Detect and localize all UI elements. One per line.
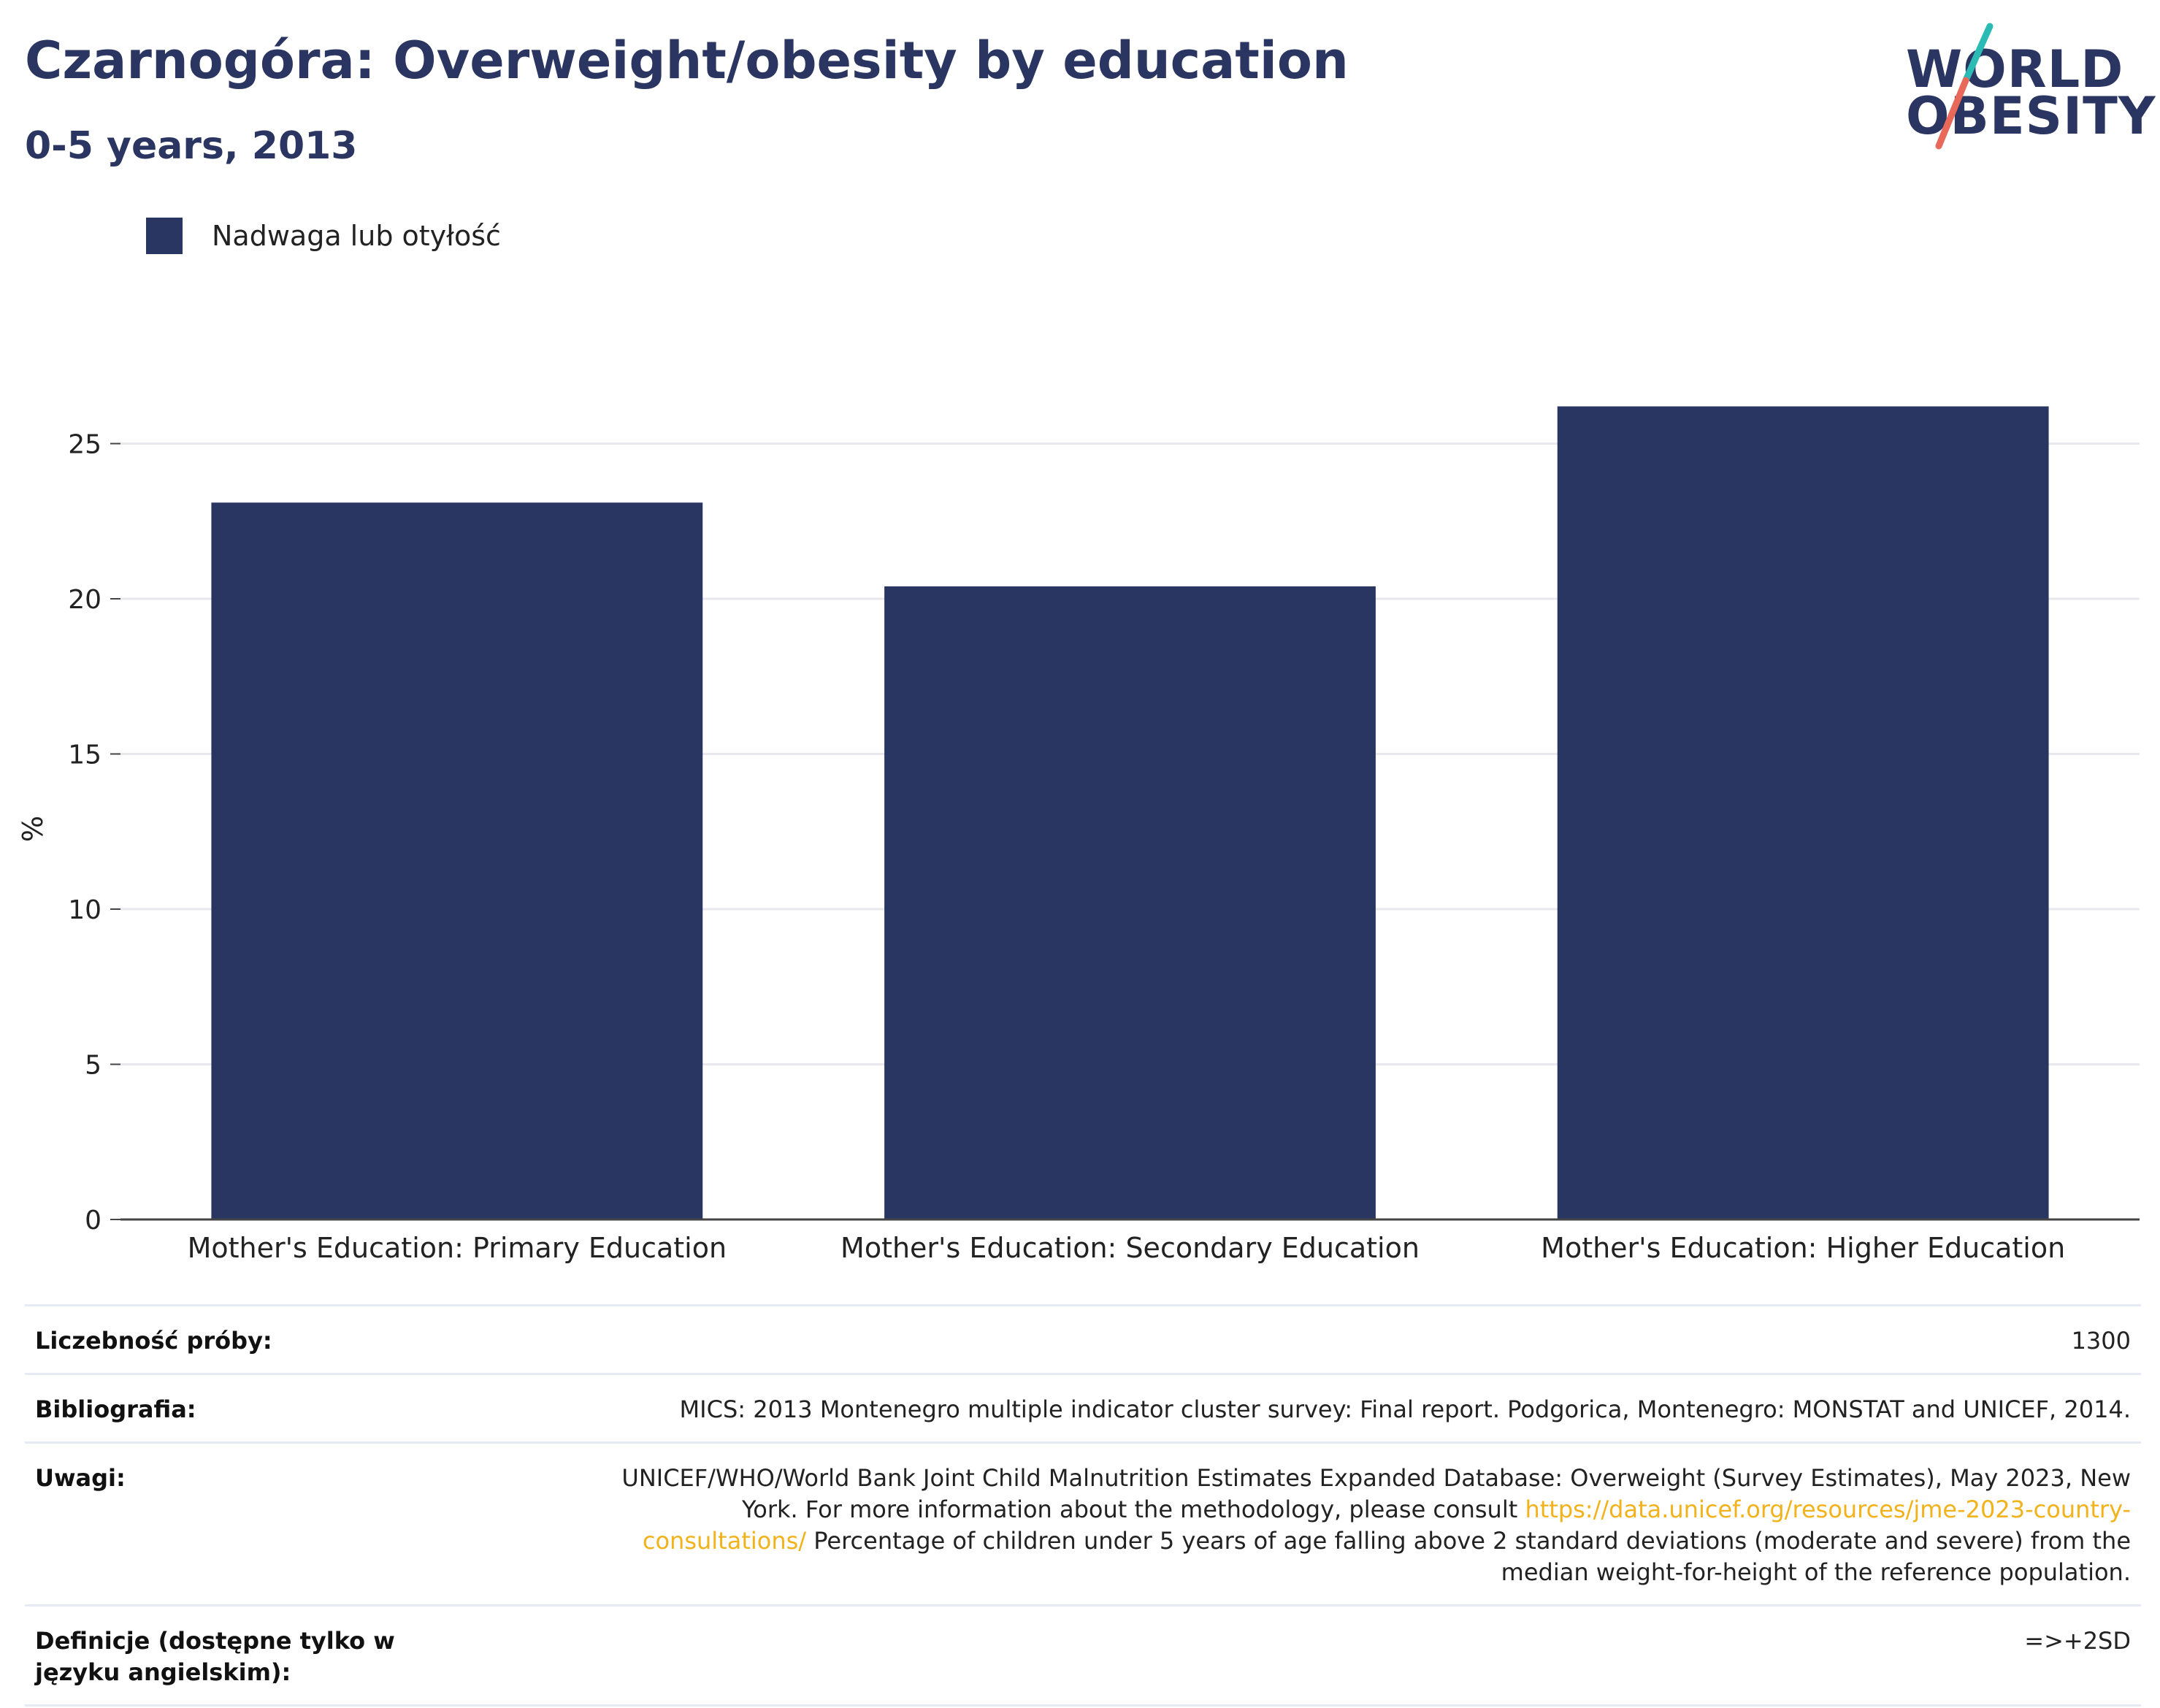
x-tick-label: Mother's Education: Secondary Education (840, 1232, 1420, 1264)
y-tick-label: 0 (85, 1206, 102, 1236)
info-row-bibliography: Bibliografia: MICS: 2013 Montenegro mult… (25, 1373, 2141, 1441)
info-key: Uwagi: (35, 1464, 126, 1492)
y-tick-label: 10 (68, 895, 102, 925)
bar (211, 502, 703, 1219)
info-value: =>+2SD (2024, 1627, 2131, 1655)
legend-swatch (146, 218, 183, 254)
info-value: 1300 (2071, 1327, 2131, 1355)
y-axis-ticks: 0 5 10 15 20 25 (68, 430, 120, 1236)
bar (1557, 406, 2049, 1219)
info-table: Liczebność próby: 1300 Bibliografia: MIC… (25, 1304, 2141, 1707)
world-obesity-logo: WORLD OBESITY (1906, 22, 2156, 153)
bars (211, 406, 2049, 1219)
info-row-sample-size: Liczebność próby: 1300 (25, 1304, 2141, 1373)
chart-legend: Nadwaga lub otyłość (146, 218, 501, 254)
bar-chart: 0 5 10 15 20 25 Mother's Education: Primary E… (17, 406, 2140, 1264)
x-tick-label: Mother's Education: Primary Education (188, 1232, 727, 1264)
y-tick-label: 20 (68, 585, 102, 615)
info-key: Bibliografia: (35, 1395, 196, 1423)
methodology-link[interactable]: https://data.unicef.org/resources/jme-20… (642, 1496, 2131, 1555)
x-axis-ticks: Mother's Education: Primary Education Mot… (188, 1232, 2066, 1264)
logo-slash-icon (1935, 23, 1994, 150)
legend-label: Nadwaga lub otyłość (212, 220, 501, 252)
y-tick-label: 25 (68, 430, 102, 460)
info-value: UNICEF/WHO/World Bank Joint Child Malnut… (583, 1463, 2131, 1588)
y-tick-label: 15 (68, 740, 102, 770)
chart-title: Czarnogóra: Overweight/obesity by educat… (25, 31, 1349, 91)
bar (884, 586, 1376, 1219)
y-axis-label: % (17, 816, 49, 842)
info-key: Liczebność próby: (35, 1327, 272, 1355)
chart-subtitle: 0-5 years, 2013 (25, 124, 358, 168)
info-row-definitions: Definicje (dostępne tylko w języku angie… (25, 1604, 2141, 1707)
logo-line-1: WORLD (1906, 39, 2124, 99)
info-value: MICS: 2013 Montenegro multiple indicator… (679, 1395, 2131, 1423)
x-tick-label: Mother's Education: Higher Education (1541, 1232, 2065, 1264)
info-row-notes: Uwagi: UNICEF/WHO/World Bank Joint Child… (25, 1441, 2141, 1604)
notes-text-before: UNICEF/WHO/World Bank Joint Child Malnut… (621, 1464, 2131, 1523)
y-tick-label: 5 (85, 1051, 102, 1081)
notes-text-after: Percentage of children under 5 years of … (806, 1527, 2131, 1586)
info-key: Definicje (dostępne tylko w języku angie… (35, 1627, 395, 1686)
